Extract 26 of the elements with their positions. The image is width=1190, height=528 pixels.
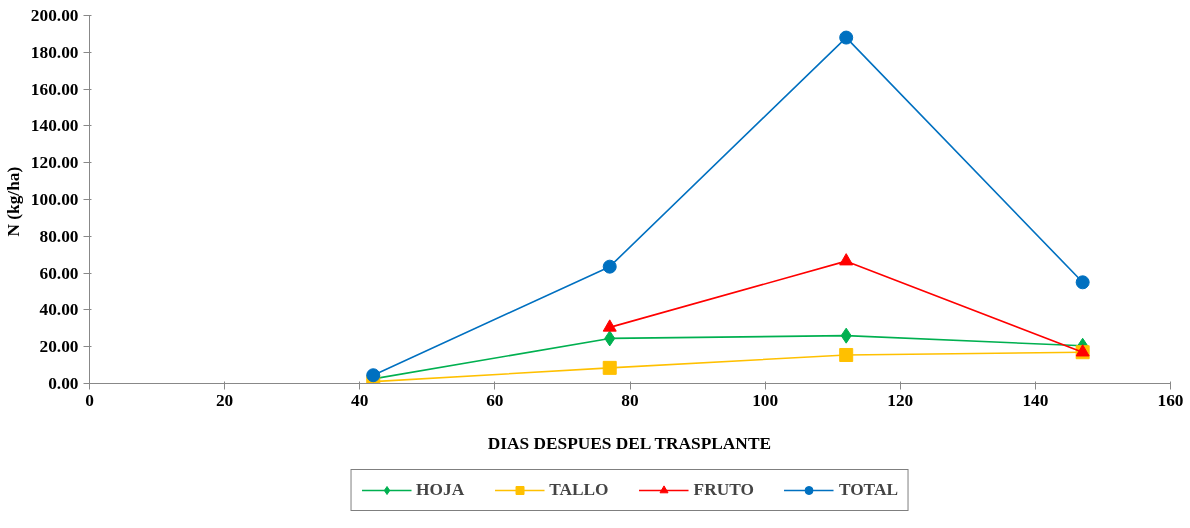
legend-label: HOJA bbox=[416, 480, 465, 500]
y-tick-label: 180.00 bbox=[30, 42, 79, 62]
legend-label: FRUTO bbox=[693, 480, 754, 500]
y-tick-label: 160.00 bbox=[30, 79, 79, 99]
y-tick-label: 80.00 bbox=[39, 226, 79, 246]
x-tick-label: 60 bbox=[486, 390, 504, 410]
y-tick-label: 40.00 bbox=[39, 300, 79, 320]
y-tick-label: 200.00 bbox=[30, 6, 79, 25]
y-axis-title: N (kg/ha) bbox=[3, 166, 23, 237]
x-tick-label: 120 bbox=[887, 390, 914, 410]
y-tick-label: 100.00 bbox=[30, 190, 79, 209]
x-tick-label: 160 bbox=[1157, 390, 1184, 410]
x-tick-label: 80 bbox=[621, 390, 639, 410]
x-tick-label: 140 bbox=[1022, 390, 1049, 410]
x-tick-label: 20 bbox=[215, 390, 234, 410]
legend-label: TOTAL bbox=[838, 480, 898, 500]
x-tick-label: 100 bbox=[752, 390, 779, 410]
y-tick-label: 140.00 bbox=[30, 116, 79, 136]
x-tick-label: 0 bbox=[85, 390, 94, 410]
x-axis-title: DIAS DESPUES DEL TRASPLANTE bbox=[487, 433, 772, 453]
y-tick-label: 0.00 bbox=[48, 374, 79, 393]
x-tick-label: 40 bbox=[351, 390, 369, 410]
y-tick-label: 60.00 bbox=[39, 263, 79, 283]
legend-label: TALLO bbox=[549, 480, 609, 500]
y-tick-label: 20.00 bbox=[39, 337, 79, 357]
y-tick-label: 120.00 bbox=[30, 153, 79, 173]
